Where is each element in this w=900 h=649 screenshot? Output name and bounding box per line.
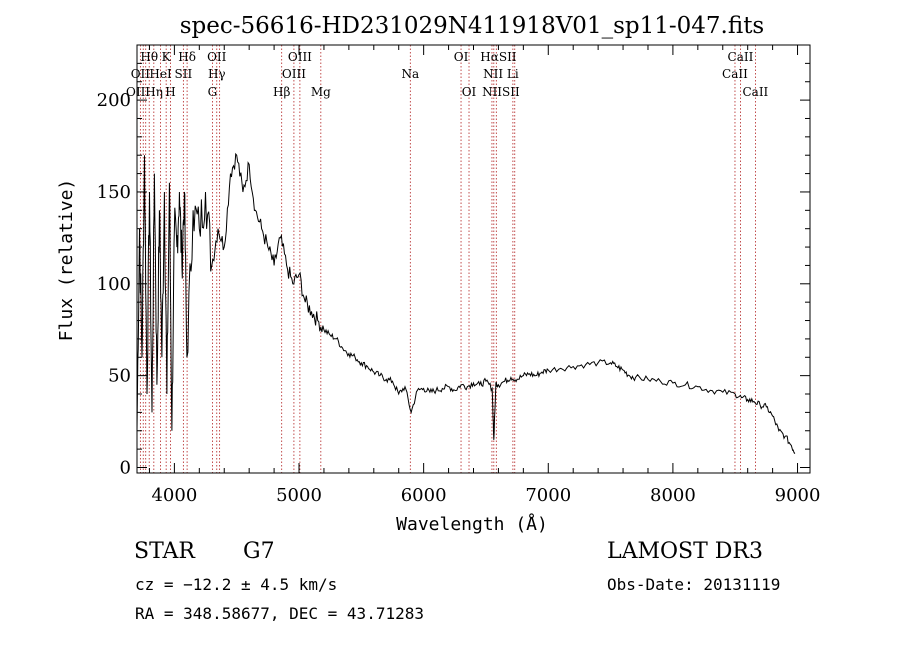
object-type: STAR: [134, 539, 195, 564]
spectral-line-label: OI: [462, 85, 477, 99]
x-tick-label: 7000: [525, 485, 571, 506]
spectral-line-markers: [139, 45, 756, 473]
x-tick-label: 8000: [650, 485, 696, 506]
spectral-line-label: Hγ: [208, 67, 226, 81]
spectral-line-label: OII: [131, 67, 151, 81]
spectral-line-label: K: [162, 50, 172, 64]
y-tick-label: 100: [97, 274, 131, 295]
chart-title: spec-56616-HD231029N411918V01_sp11-047.f…: [180, 13, 765, 39]
spectral-line-label: Na: [401, 67, 419, 81]
plot-frame: [136, 44, 811, 474]
spectral-line-label: OIII: [282, 67, 306, 81]
coordinates-text: RA = 348.58677, DEC = 43.71283: [135, 604, 424, 623]
spectral-line-label: NII Li: [483, 67, 519, 81]
spectral-line-label: H: [165, 85, 175, 99]
redshift-text: cz = −12.2 ± 4.5 km/s: [135, 575, 338, 594]
y-tick-label: 0: [120, 457, 131, 478]
spectral-line-label: SII: [175, 67, 193, 81]
x-axis-label: Wavelength (Å): [396, 513, 548, 535]
spectral-line-label: HeI: [149, 67, 172, 81]
spectral-line-label: CaII: [742, 85, 768, 99]
x-tick-label: 5000: [276, 485, 322, 506]
spectral-line-label: OIII: [288, 50, 312, 64]
spectral-line-label: OI: [454, 50, 469, 64]
x-axis-ticks: 4000 5000 6000 7000 8000 9000: [148, 45, 821, 506]
spectral-line-label: Mg: [311, 85, 331, 99]
spectral-line-label: OIIHη: [126, 85, 163, 99]
y-tick-label: 200: [97, 90, 131, 111]
spectral-line-label: HαSII: [480, 50, 517, 64]
spectral-line-label: CaII: [728, 50, 754, 64]
spectral-line-label: CaII: [722, 67, 748, 81]
spectral-line-label: Hβ: [273, 85, 290, 99]
y-tick-label: 50: [108, 366, 131, 387]
x-tick-label: 9000: [775, 485, 821, 506]
x-tick-label: 4000: [151, 485, 197, 506]
spectrum-line: [136, 152, 796, 454]
y-tick-label: 150: [97, 182, 131, 203]
y-axis-ticks: 0 50 100 150 200: [97, 62, 810, 478]
y-axis-label: Flux (relative): [56, 179, 77, 342]
spectral-line-label: G: [208, 85, 218, 99]
spectral-line-label: OII: [207, 50, 227, 64]
spectral-line-label: NIISII: [482, 85, 520, 99]
obs-date-text: Obs-Date: 20131119: [607, 575, 781, 594]
x-tick-label: 6000: [401, 485, 447, 506]
object-subclass: G7: [243, 539, 275, 564]
spectral-line-label: Hθ: [140, 50, 158, 64]
spectral-line-label: Hδ: [178, 50, 196, 64]
survey-name: LAMOST DR3: [607, 539, 763, 564]
